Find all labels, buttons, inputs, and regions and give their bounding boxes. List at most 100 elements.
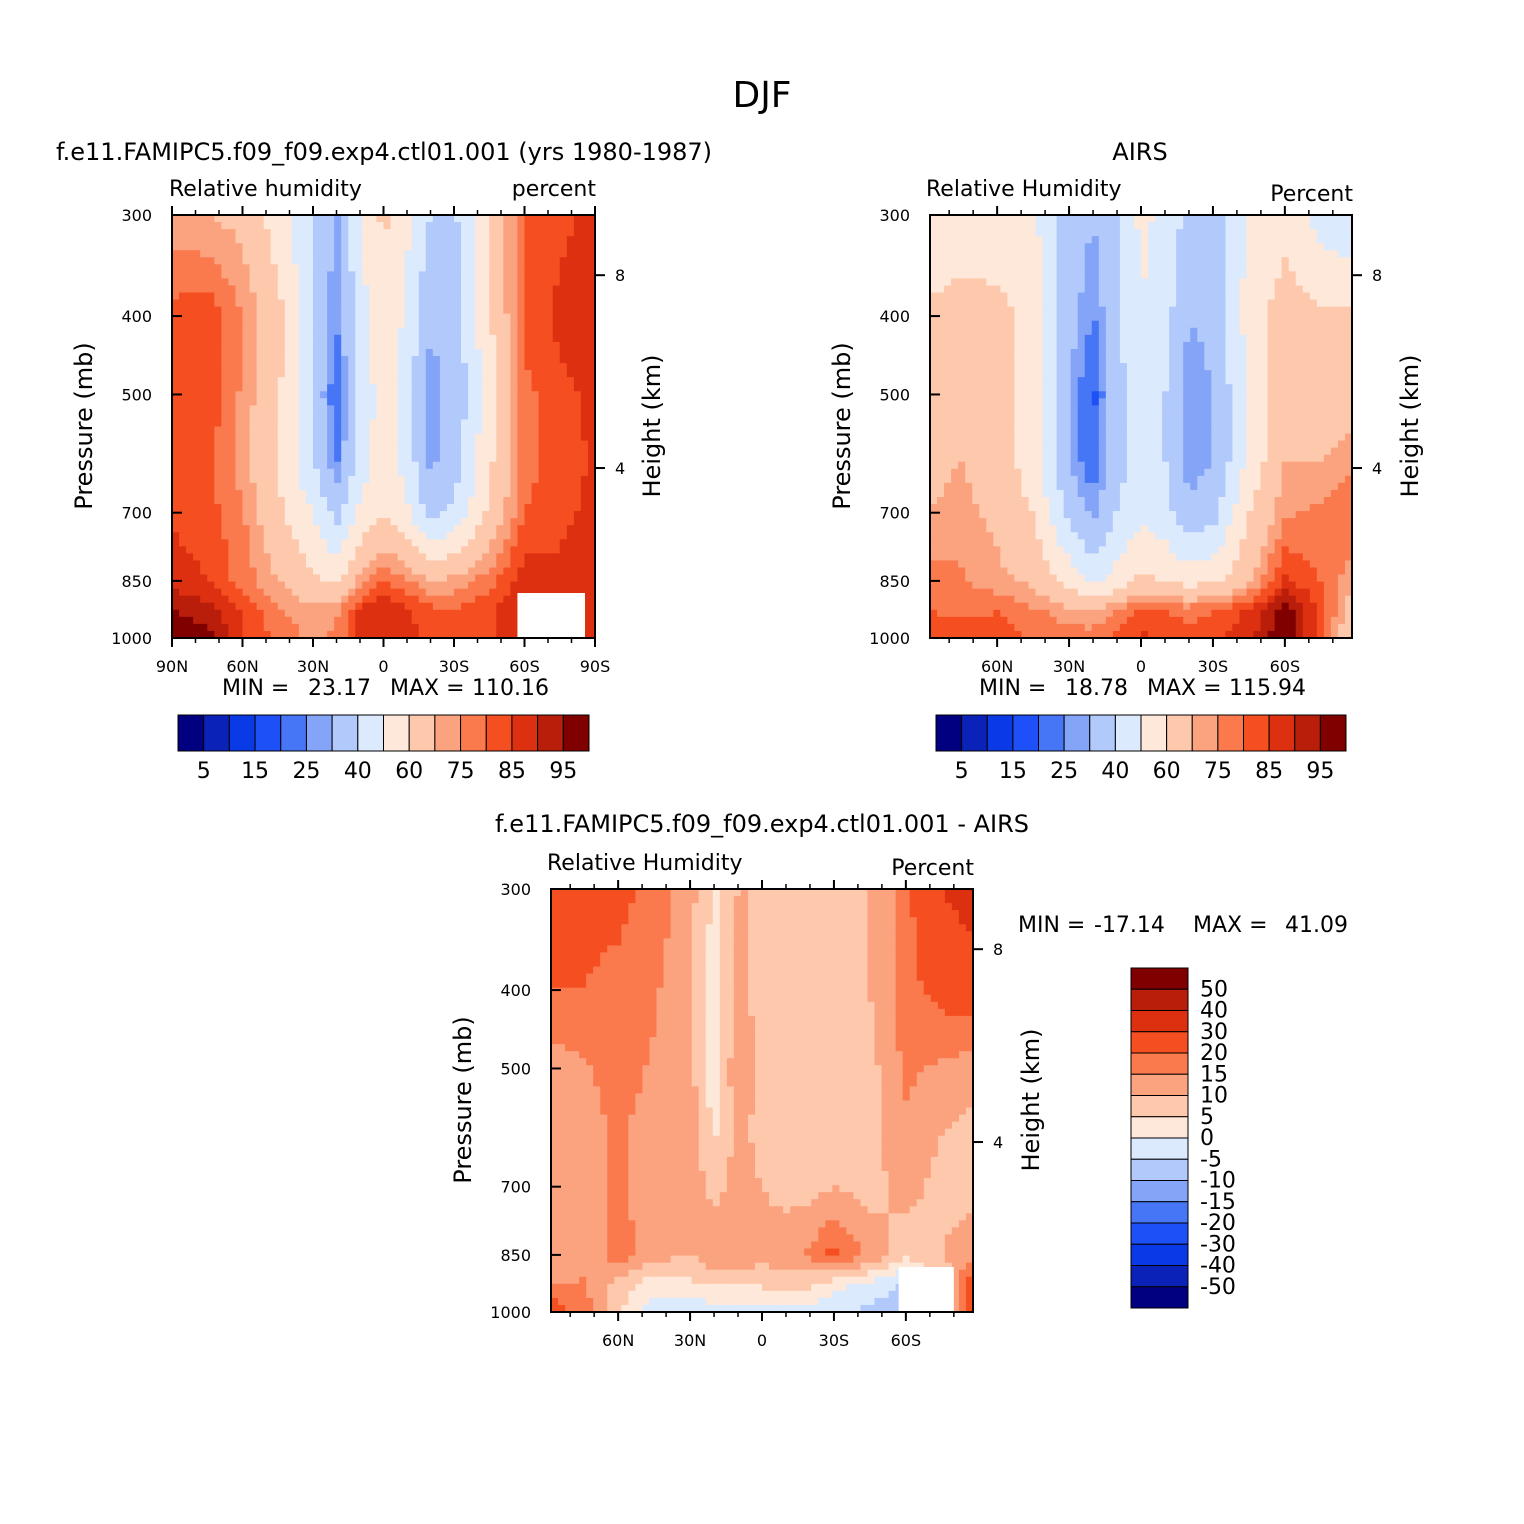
field-cell: [958, 334, 966, 343]
x-tick-label: 30S: [439, 657, 470, 676]
field-cell: [298, 356, 307, 364]
field-cell: [341, 348, 349, 357]
field-cell: [1246, 334, 1255, 343]
field-cell: [404, 243, 413, 251]
field-cell: [475, 334, 483, 343]
field-cell: [538, 356, 547, 364]
field-cell: [446, 482, 455, 491]
field-cell: [1288, 327, 1297, 336]
field-cell: [439, 278, 448, 287]
missing-data-region: [517, 593, 585, 638]
field-cell: [1000, 306, 1008, 315]
field-cell: [362, 546, 370, 554]
field-cell: [305, 539, 314, 547]
field-cell: [242, 229, 251, 237]
field-cell: [1021, 278, 1030, 287]
field-cell: [475, 468, 483, 477]
field-cell: [489, 461, 497, 470]
field-cell: [531, 426, 540, 435]
field-cell: [207, 616, 215, 625]
field-cell: [545, 243, 554, 251]
field-cell: [263, 250, 272, 258]
field-cell: [496, 313, 504, 322]
field-cell: [207, 278, 215, 287]
field-cell: [1112, 334, 1121, 343]
field-cell: [461, 518, 469, 526]
field-cell: [320, 539, 328, 547]
field-cell: [937, 264, 945, 272]
field-cell: [249, 504, 258, 512]
field-cell: [538, 532, 547, 540]
field-cell: [425, 574, 434, 583]
field-cell: [235, 426, 244, 435]
field-cell: [277, 334, 286, 343]
field-cell: [446, 391, 455, 399]
field-cell: [207, 518, 215, 526]
field-cell: [228, 511, 237, 519]
field-cell: [362, 222, 370, 230]
field-cell: [531, 588, 540, 597]
field-cell: [334, 602, 342, 611]
field-cell: [573, 320, 582, 329]
field-cell: [559, 313, 568, 322]
field-cell: [1211, 356, 1219, 364]
field-cell: [461, 553, 469, 562]
field-cell: [418, 412, 427, 421]
field-cell: [390, 292, 399, 301]
field-cell: [566, 553, 575, 562]
field-cell: [524, 412, 533, 421]
field-cell: [439, 327, 448, 336]
field-cell: [263, 271, 272, 280]
field-cell: [482, 546, 490, 554]
field-cell: [587, 482, 596, 491]
field-cell: [587, 271, 596, 280]
field-cell: [284, 525, 293, 533]
field-cell: [291, 236, 300, 244]
field-cell: [313, 567, 321, 576]
field-cell: [348, 215, 356, 223]
field-cell: [256, 497, 265, 505]
field-cell: [186, 595, 194, 604]
field-cell: [1049, 215, 1058, 223]
field-cell: [552, 278, 561, 287]
field-cell: [376, 588, 385, 597]
field-cell: [369, 412, 378, 421]
field-cell: [418, 553, 427, 562]
field-cell: [1021, 257, 1030, 265]
field-cell: [334, 630, 342, 639]
field-cell: [587, 356, 596, 364]
field-cell: [228, 356, 237, 364]
panel-model-subtitle-right: percent: [512, 177, 597, 202]
field-cell: [228, 313, 237, 322]
field-cell: [1021, 313, 1030, 322]
field-cell: [404, 546, 413, 554]
field-cell: [270, 440, 279, 449]
field-cell: [580, 419, 589, 428]
field-cell: [411, 532, 420, 540]
field-cell: [587, 623, 596, 632]
field-cell: [291, 278, 300, 287]
field-cell: [313, 341, 321, 350]
field-cell: [432, 630, 441, 639]
field-cell: [221, 299, 229, 308]
field-cell: [334, 440, 342, 449]
field-cell: [1295, 306, 1304, 315]
field-cell: [179, 419, 187, 428]
field-cell: [221, 306, 229, 315]
field-cell: [496, 405, 504, 413]
field-cell: [432, 511, 441, 519]
field-cell: [475, 243, 483, 251]
field-cell: [418, 440, 427, 449]
field-cell: [214, 313, 222, 322]
field-cell: [1126, 236, 1135, 244]
field-cell: [482, 489, 490, 498]
field-cell: [1309, 285, 1318, 294]
field-cell: [305, 518, 314, 526]
field-cell: [1344, 264, 1353, 272]
field-cell: [327, 278, 335, 287]
field-cell: [446, 447, 455, 456]
field-cell: [1281, 285, 1290, 294]
field-cell: [531, 384, 540, 392]
field-cell: [263, 475, 272, 484]
field-cell: [193, 377, 201, 385]
